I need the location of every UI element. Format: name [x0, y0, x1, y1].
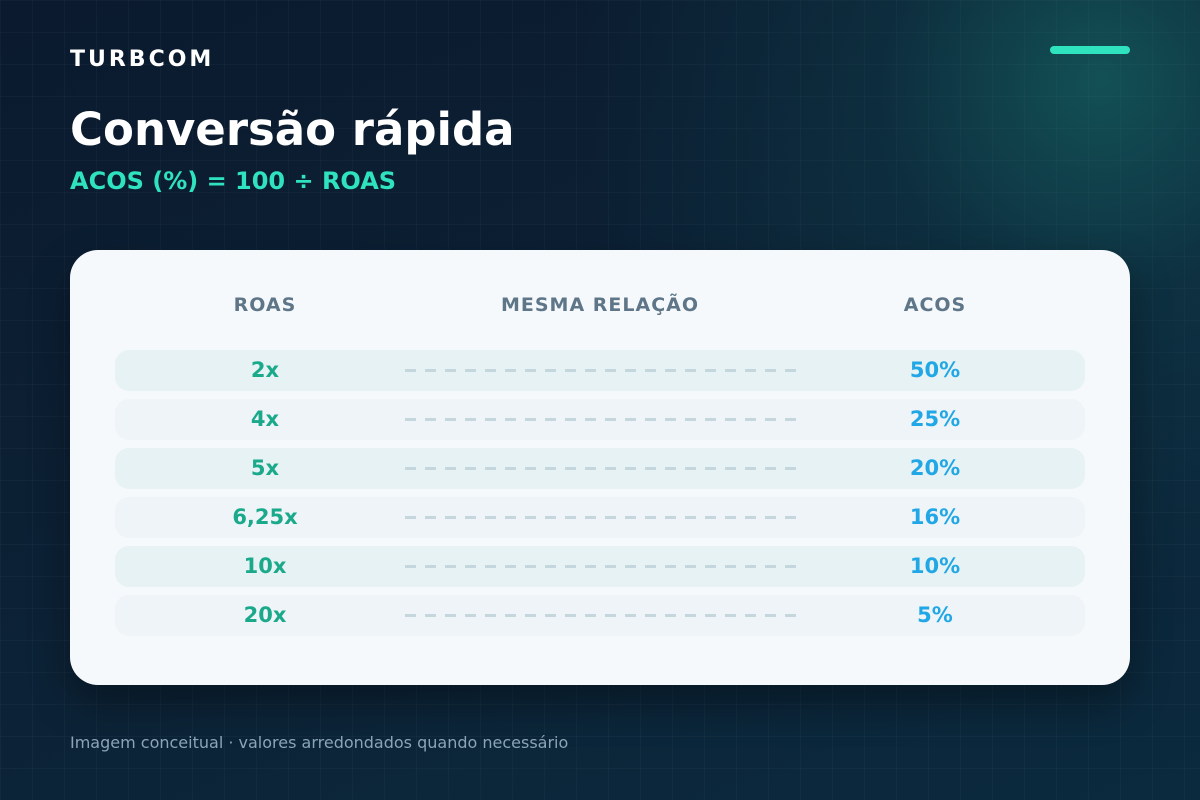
footnote: Imagem conceitual · valores arredondados… [70, 733, 569, 752]
acos-value: 50% [909, 358, 961, 382]
table-row: 6,25x 16% [115, 497, 1085, 538]
roas-value: 10x [243, 554, 287, 578]
table-row: 5x 20% [115, 448, 1085, 489]
page-title: Conversão rápida [70, 103, 515, 156]
roas-value: 5x [250, 456, 280, 480]
acos-value: 20% [909, 456, 961, 480]
roas-value: 6,25x [232, 505, 298, 529]
acos-value: 25% [909, 407, 961, 431]
column-header-roas: ROAS [233, 294, 297, 316]
brand-logo: TURBCOM [70, 47, 215, 72]
table-row: 10x 10% [115, 546, 1085, 587]
accent-bar [1050, 46, 1130, 54]
dashed-connector [405, 516, 797, 519]
conversion-table-card: ROAS MESMA RELAÇÃO ACOS 2x 50% 4x 25% 5x… [70, 250, 1130, 685]
dashed-connector [405, 565, 797, 568]
column-header-acos: ACOS [903, 294, 967, 316]
acos-value: 5% [917, 603, 953, 627]
acos-value: 10% [909, 554, 961, 578]
dashed-connector [405, 614, 797, 617]
table-row: 4x 25% [115, 399, 1085, 440]
acos-value: 16% [909, 505, 961, 529]
dashed-connector [405, 369, 797, 372]
column-header-relation: MESMA RELAÇÃO [500, 294, 700, 316]
dashed-connector [405, 467, 797, 470]
roas-value: 2x [250, 358, 280, 382]
formula-subtitle: ACOS (%) = 100 ÷ ROAS [70, 167, 397, 195]
roas-value: 20x [243, 603, 287, 627]
table-row: 2x 50% [115, 350, 1085, 391]
table-row: 20x 5% [115, 595, 1085, 636]
roas-value: 4x [250, 407, 280, 431]
dashed-connector [405, 418, 797, 421]
